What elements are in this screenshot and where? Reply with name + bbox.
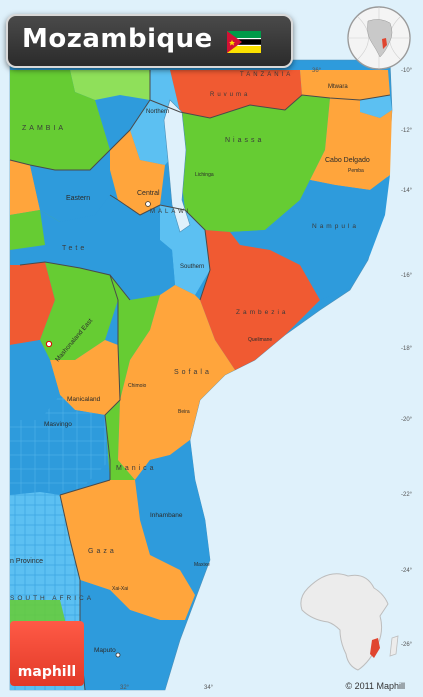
coord-lat-14: -14° (401, 188, 413, 194)
label-gaza: Gaza (88, 548, 117, 555)
region-zambia-north (10, 70, 110, 170)
label-quelimane: Quelimane (248, 337, 272, 343)
region-gaza (60, 480, 195, 620)
region-niassa (178, 95, 330, 232)
label-chimoio: Chimoio (128, 383, 147, 389)
label-sofala: Sofala (174, 369, 212, 376)
label-mtwara: Mtwara (328, 84, 348, 90)
label-tete: Tete (62, 245, 87, 252)
region-tanzania-west (70, 70, 150, 100)
label-nampula: Nampula (312, 223, 359, 230)
coord-lat-22: -22° (401, 492, 413, 498)
label-niassa: Niassa (225, 137, 264, 144)
label-n-province: n Province (10, 558, 43, 565)
region-maputo (80, 580, 185, 690)
region-masvingo (10, 395, 110, 495)
page-title: Mozambique (22, 24, 213, 54)
africa-locator-icon (300, 573, 399, 671)
label-tanzania: TANZANIA (240, 72, 293, 78)
label-ruvuma: Ruvuma (210, 92, 250, 98)
region-ruvuma (170, 70, 302, 118)
region-southern-malawi (160, 205, 210, 295)
maphill-logo[interactable]: maphill (10, 621, 84, 686)
copyright-text: © 2011 Maphill (345, 681, 406, 691)
region-eastern (30, 165, 110, 222)
label-malawi: MALAWI (150, 209, 191, 215)
label-zambia: ZAMBIA (22, 125, 66, 132)
capital-harare-marker (45, 340, 53, 348)
capital-lilongwe-marker (145, 201, 151, 207)
region-tanzania-south (150, 70, 180, 112)
label-zambezia: Zambezia (236, 309, 289, 316)
label-manica: Manica (116, 465, 157, 472)
coord-lat-12: -12° (401, 128, 413, 134)
region-inhambane (135, 440, 210, 595)
label-maputo: Maputo (94, 647, 116, 654)
label-manicaland: Manicaland (67, 396, 101, 403)
region-manica (105, 275, 160, 480)
coord-lat-16: -16° (401, 273, 413, 279)
region-zimbabwe-north (10, 262, 55, 345)
region-zimbabwe-west (10, 340, 60, 420)
title-bar: Mozambique (6, 14, 293, 68)
lake-malawi (163, 99, 191, 233)
coord-lat-24: -24° (401, 568, 413, 574)
label-lichinga: Lichinga (195, 172, 214, 178)
label-cabo-delgado: Cabo Delgado (325, 157, 370, 164)
label-southern: Southern (180, 264, 204, 270)
label-inhambane: Inhambane (150, 512, 183, 519)
region-tete (20, 195, 175, 300)
region-mtwara (300, 70, 390, 100)
region-cabo-delgado (310, 98, 392, 190)
region-nampula (230, 175, 390, 300)
region-zambezia (200, 230, 320, 370)
region-mashonaland-east (40, 262, 118, 360)
coord-lat-20: -20° (401, 417, 413, 423)
brand-label: maphill (17, 664, 77, 680)
region-zambia-west (10, 160, 40, 215)
label-beira: Beira (178, 409, 190, 415)
coord-lat-26: -26° (401, 642, 413, 648)
label-central: Central (137, 190, 160, 197)
capital-maputo-marker (115, 652, 121, 658)
region-manicaland (50, 340, 120, 415)
globe-locator-icon (347, 6, 411, 70)
label-eastern: Eastern (66, 195, 90, 202)
coord-lat-18: -18° (401, 346, 413, 352)
label-south-africa: SOUTH AFRICA (10, 595, 94, 602)
region-lindi (360, 95, 392, 118)
coord-lat-10: -10° (401, 68, 413, 74)
coord-lon-32: 32° (120, 685, 130, 691)
label-masvingo: Masvingo (44, 421, 72, 428)
region-central-malawi (110, 130, 165, 215)
label-xai-xai: Xai-Xai (112, 586, 128, 592)
label-maxixe: Maxixe (194, 562, 210, 568)
label-pemba: Pemba (348, 168, 364, 174)
label-northern: Northern (146, 109, 169, 115)
region-sofala (118, 285, 235, 480)
coord-lon-36: 36° (312, 68, 322, 74)
coord-lon-34: 34° (204, 685, 214, 691)
mozambique-flag-icon (227, 31, 261, 53)
